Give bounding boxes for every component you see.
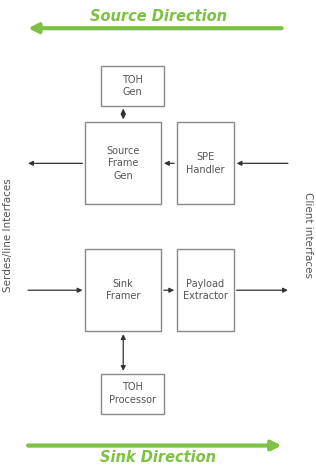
FancyBboxPatch shape xyxy=(85,249,161,331)
Text: TOH
Gen: TOH Gen xyxy=(122,75,143,97)
Text: SPE
Handler: SPE Handler xyxy=(186,152,225,174)
Text: Payload
Extractor: Payload Extractor xyxy=(183,279,228,301)
Text: Source
Frame
Gen: Source Frame Gen xyxy=(106,146,140,181)
FancyBboxPatch shape xyxy=(177,122,234,204)
Text: TOH
Processor: TOH Processor xyxy=(109,383,156,405)
Text: Source Direction: Source Direction xyxy=(89,9,227,24)
Text: Sink Direction: Sink Direction xyxy=(100,450,216,465)
FancyBboxPatch shape xyxy=(177,249,234,331)
FancyBboxPatch shape xyxy=(101,374,164,414)
Text: Serdes/line Interfaces: Serdes/line Interfaces xyxy=(3,178,13,292)
Text: Client interfaces: Client interfaces xyxy=(303,192,313,278)
Text: Sink
Framer: Sink Framer xyxy=(106,279,140,301)
FancyBboxPatch shape xyxy=(85,122,161,204)
FancyBboxPatch shape xyxy=(101,66,164,106)
